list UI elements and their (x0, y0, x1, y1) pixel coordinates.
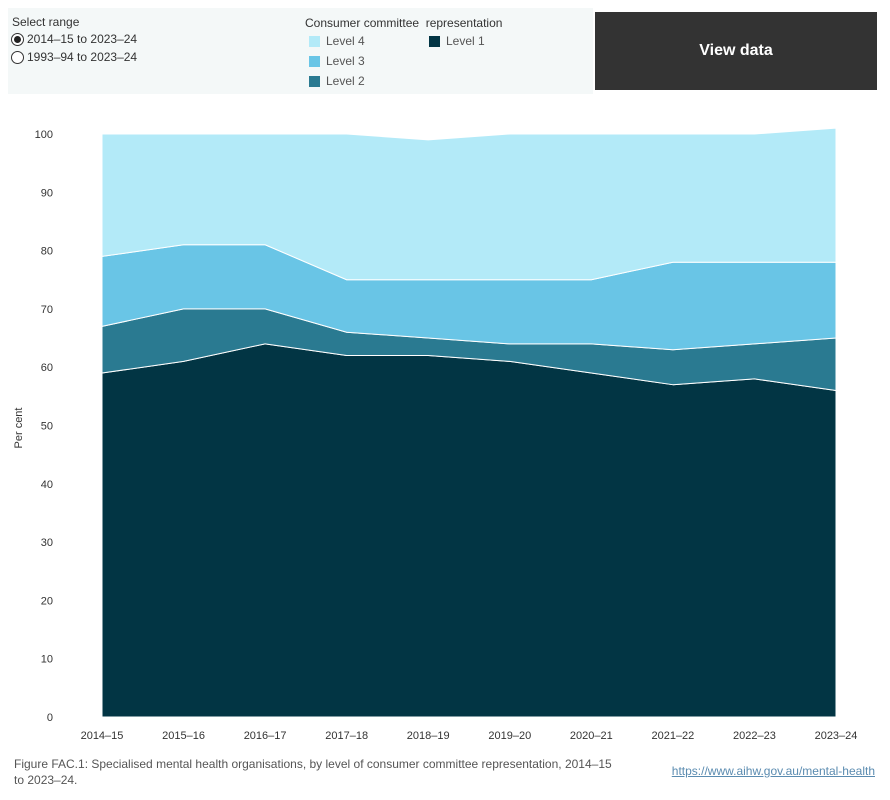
controls-panel: Select range 2014–15 to 2023–24 1993–94 … (8, 8, 593, 94)
x-tick-label: 2021–22 (651, 730, 694, 742)
legend-item-level-2[interactable]: Level 2 (309, 74, 365, 88)
area-level-4[interactable] (101, 127, 837, 281)
y-tick-label: 100 (35, 129, 53, 141)
legend-label: Level 3 (326, 54, 365, 68)
legend-title: Consumer committee representation (305, 16, 503, 30)
y-tick-label: 0 (47, 712, 53, 724)
legend-label: Level 2 (326, 74, 365, 88)
x-axis: 2014–15 2015–16 2016–17 2017–18 2018–19 2019–… (81, 730, 858, 742)
chart-areas (101, 127, 837, 718)
x-tick-label: 2019–20 (488, 730, 531, 742)
x-tick-label: 2020–21 (570, 730, 613, 742)
y-tick-label: 80 (41, 246, 53, 258)
y-tick-label: 20 (41, 595, 53, 607)
radio-selected-icon[interactable] (11, 32, 24, 46)
legend-swatch (309, 35, 320, 47)
y-tick-label: 30 (41, 537, 53, 549)
y-tick-label: 10 (41, 654, 53, 666)
legend-item-level-1[interactable]: Level 1 (429, 34, 485, 48)
y-tick-label: 40 (41, 479, 53, 491)
x-tick-label: 2016–17 (244, 730, 287, 742)
range-title: Select range (12, 15, 80, 29)
y-axis: 0 10 20 30 40 50 60 70 80 90 100 (35, 129, 53, 724)
figure-caption: Figure FAC.1: Specialised mental health … (14, 757, 612, 787)
legend-item-level-3[interactable]: Level 3 (309, 54, 365, 68)
radio-unselected-icon[interactable] (11, 50, 24, 64)
range-option-2014-15[interactable]: 2014–15 to 2023–24 (11, 32, 137, 46)
y-axis-label: Per cent (13, 408, 25, 449)
x-tick-label: 2023–24 (815, 730, 858, 742)
range-option-label: 2014–15 to 2023–24 (27, 32, 138, 46)
area-level-1[interactable] (101, 343, 837, 718)
range-option-1993-94[interactable]: 1993–94 to 2023–24 (11, 50, 137, 64)
legend-swatch (429, 35, 440, 47)
view-data-button[interactable]: View data (595, 12, 877, 90)
x-tick-label: 2015–16 (162, 730, 205, 742)
y-tick-label: 90 (41, 187, 53, 199)
y-tick-label: 60 (41, 362, 53, 374)
x-tick-label: 2018–19 (407, 730, 450, 742)
x-tick-label: 2014–15 (81, 730, 124, 742)
legend-swatch (309, 75, 320, 87)
x-tick-label: 2017–18 (325, 730, 368, 742)
range-option-label: 1993–94 to 2023–24 (27, 50, 138, 64)
y-tick-label: 70 (41, 304, 53, 316)
legend-swatch (309, 55, 320, 67)
legend-label: Level 1 (446, 34, 485, 48)
legend-label: Level 4 (326, 34, 365, 48)
x-tick-label: 2022–23 (733, 730, 776, 742)
y-tick-label: 50 (41, 421, 53, 433)
source-link[interactable]: https://www.aihw.gov.au/mental-health (671, 764, 875, 778)
legend-item-level-4[interactable]: Level 4 (309, 34, 365, 48)
